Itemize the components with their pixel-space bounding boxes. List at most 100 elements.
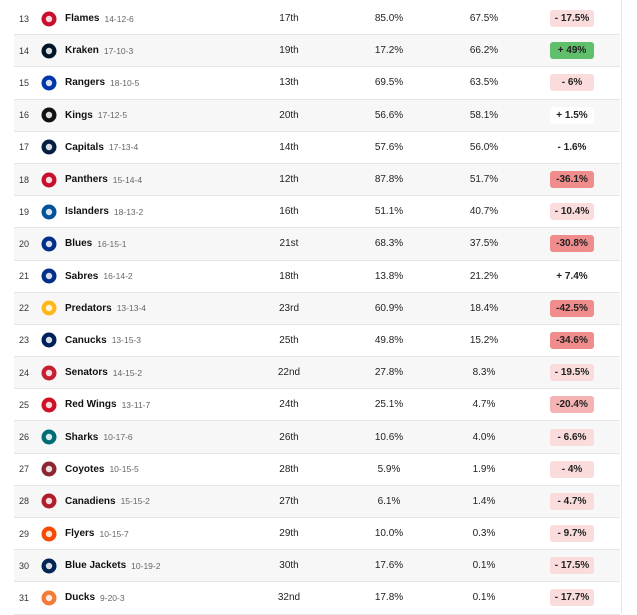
team-cell[interactable]: Senators 14-15-2 xyxy=(65,357,142,388)
rank-cell: 29 xyxy=(19,528,30,539)
team-logo-svg xyxy=(41,268,57,284)
team-cell[interactable]: Red Wings 13-11-7 xyxy=(65,389,150,420)
team-name[interactable]: Ducks xyxy=(65,592,96,604)
change-badge: - 4.7% xyxy=(550,492,594,510)
team-cell[interactable]: Canadiens 15-15-2 xyxy=(65,486,150,517)
power-rank-cell: 32nd xyxy=(277,592,301,604)
change-cell: -30.8% xyxy=(544,228,600,259)
change-badge: - 17.5% xyxy=(549,10,595,28)
change-cell: - 6.6% xyxy=(544,421,600,452)
team-name[interactable]: Islanders xyxy=(65,206,109,218)
team-logo-svg xyxy=(41,493,57,509)
rank-cell: 23 xyxy=(19,335,30,346)
change-cell: - 19.5% xyxy=(544,357,600,388)
table-row[interactable]: 18 Panthers 15-14-4 12th 87.8% 51.7% -36.1% xyxy=(14,163,620,197)
team-cell[interactable]: Ducks 9-20-3 xyxy=(65,582,125,613)
current-odds-cell: 4.7% xyxy=(472,399,496,411)
table-row[interactable]: 16 Kings 17-12-5 20th 56.6% 58.1% + 1.5% xyxy=(14,99,620,132)
rank-cell: 19 xyxy=(19,206,30,217)
rank-cell: 17 xyxy=(19,142,30,153)
team-name[interactable]: Predators xyxy=(65,302,112,314)
table-row[interactable]: 25 Red Wings 13-11-7 24th 25.1% 4.7% -20.4% xyxy=(14,389,620,422)
team-cell[interactable]: Islanders 18-13-2 xyxy=(65,196,143,227)
team-cell[interactable]: Blues 16-15-1 xyxy=(65,228,127,259)
team-name[interactable]: Flames xyxy=(65,13,100,25)
table-row[interactable]: 28 Canadiens 15-15-2 27th 6.1% 1.4% - 4.7% xyxy=(14,485,620,518)
table-row[interactable]: 27 Coyotes 10-15-5 28th 5.9% 1.9% - 4% xyxy=(14,454,620,486)
team-cell[interactable]: Flyers 10-15-7 xyxy=(65,518,129,549)
team-cell[interactable]: Blue Jackets 10-19-2 xyxy=(65,550,160,581)
team-cell[interactable]: Canucks 13-15-3 xyxy=(65,325,141,356)
table-row[interactable]: 21 Sabres 16-14-2 18th 13.8% 21.2% + 7.4% xyxy=(14,261,620,293)
team-name[interactable]: Rangers xyxy=(65,77,106,89)
table-row[interactable]: 23 Canucks 13-15-3 25th 49.8% 15.2% -34.6% xyxy=(14,325,620,358)
change-cell: -36.1% xyxy=(544,164,600,195)
team-name[interactable]: Kings xyxy=(65,109,93,121)
team-cell[interactable]: Coyotes 10-15-5 xyxy=(65,454,139,485)
current-odds-cell: 15.2% xyxy=(469,334,499,346)
team-name[interactable]: Flyers xyxy=(65,528,95,540)
team-logo-svg xyxy=(41,300,57,316)
predators-logo xyxy=(38,293,60,324)
team-name[interactable]: Coyotes xyxy=(65,463,105,475)
rank-cell: 25 xyxy=(19,399,30,410)
current-odds-cell: 0.1% xyxy=(472,592,496,604)
team-record: 17-10-3 xyxy=(103,45,134,56)
team-name[interactable]: Capitals xyxy=(65,141,104,153)
power-rank-cell: 24th xyxy=(279,399,299,411)
change-badge: + 49% xyxy=(550,42,594,60)
team-cell[interactable]: Sharks 10-17-6 xyxy=(65,421,133,452)
power-rank-cell: 28th xyxy=(279,463,299,475)
kraken-logo xyxy=(38,35,60,66)
prev-odds-cell: 60.9% xyxy=(374,302,404,314)
team-name[interactable]: Canadiens xyxy=(65,495,116,507)
table-row[interactable]: 20 Blues 16-15-1 21st 68.3% 37.5% -30.8% xyxy=(14,228,620,261)
prev-odds-cell: 17.8% xyxy=(374,592,404,604)
team-name[interactable]: Senators xyxy=(65,367,108,379)
current-odds-cell: 51.7% xyxy=(469,174,499,186)
table-row[interactable]: 15 Rangers 18-10-5 13th 69.5% 63.5% - 6% xyxy=(14,67,620,100)
team-cell[interactable]: Kings 17-12-5 xyxy=(65,100,127,131)
team-name[interactable]: Panthers xyxy=(65,174,108,186)
team-logo-svg xyxy=(41,397,57,413)
team-cell[interactable]: Capitals 17-13-4 xyxy=(65,132,138,163)
change-badge: - 6% xyxy=(550,74,594,92)
change-badge: + 1.5% xyxy=(550,106,594,124)
prev-odds-cell: 85.0% xyxy=(374,13,404,25)
rank-cell: 14 xyxy=(19,45,30,56)
team-name[interactable]: Blue Jackets xyxy=(65,560,127,572)
table-row[interactable]: 26 Sharks 10-17-6 26th 10.6% 4.0% - 6.6% xyxy=(14,421,620,454)
table-row[interactable]: 14 Kraken 17-10-3 19th 17.2% 66.2% + 49% xyxy=(14,35,620,68)
team-name[interactable]: Red Wings xyxy=(65,399,117,411)
power-rank-cell: 13th xyxy=(279,77,299,89)
prev-odds-cell: 27.8% xyxy=(374,367,404,379)
team-name[interactable]: Sabres xyxy=(65,270,99,282)
sabres-logo xyxy=(38,261,60,292)
current-odds-cell: 1.9% xyxy=(472,463,496,475)
power-rank-cell: 26th xyxy=(279,431,299,443)
team-name[interactable]: Blues xyxy=(65,238,93,250)
team-cell[interactable]: Panthers 15-14-4 xyxy=(65,164,142,195)
team-name[interactable]: Canucks xyxy=(65,334,107,346)
table-row[interactable]: 22 Predators 13-13-4 23rd 60.9% 18.4% -42.5% xyxy=(14,292,620,325)
team-logo-svg xyxy=(41,429,57,445)
team-cell[interactable]: Predators 13-13-4 xyxy=(65,293,146,324)
rank-cell: 28 xyxy=(19,496,30,507)
team-cell[interactable]: Sabres 16-14-2 xyxy=(65,261,133,292)
current-odds-cell: 18.4% xyxy=(469,302,499,314)
table-row[interactable]: 17 Capitals 17-13-4 14th 57.6% 56.0% - 1.6% xyxy=(14,132,620,164)
change-cell: - 9.7% xyxy=(544,518,600,549)
team-cell[interactable]: Flames 14-12-6 xyxy=(65,3,134,34)
table-row[interactable]: 29 Flyers 10-15-7 29th 10.0% 0.3% - 9.7% xyxy=(14,518,620,551)
team-cell[interactable]: Kraken 17-10-3 xyxy=(65,35,133,66)
table-row[interactable]: 30 Blue Jackets 10-19-2 30th 17.6% 0.1% - 17.5… xyxy=(14,550,620,583)
table-row[interactable]: 31 Ducks 9-20-3 32nd 17.8% 0.1% - 17.7% xyxy=(14,582,620,615)
table-row[interactable]: 13 Flames 14-12-6 17th 85.0% 67.5% - 17.5% xyxy=(14,3,620,36)
change-cell: + 1.5% xyxy=(544,100,600,131)
team-name[interactable]: Kraken xyxy=(65,45,99,57)
team-cell[interactable]: Rangers 18-10-5 xyxy=(65,67,139,98)
table-row[interactable]: 24 Senators 14-15-2 22nd 27.8% 8.3% - 19.5% xyxy=(14,357,620,390)
team-name[interactable]: Sharks xyxy=(65,431,99,443)
team-logo-svg xyxy=(41,526,57,542)
table-row[interactable]: 19 Islanders 18-13-2 16th 51.1% 40.7% - 10.4% xyxy=(14,196,620,229)
